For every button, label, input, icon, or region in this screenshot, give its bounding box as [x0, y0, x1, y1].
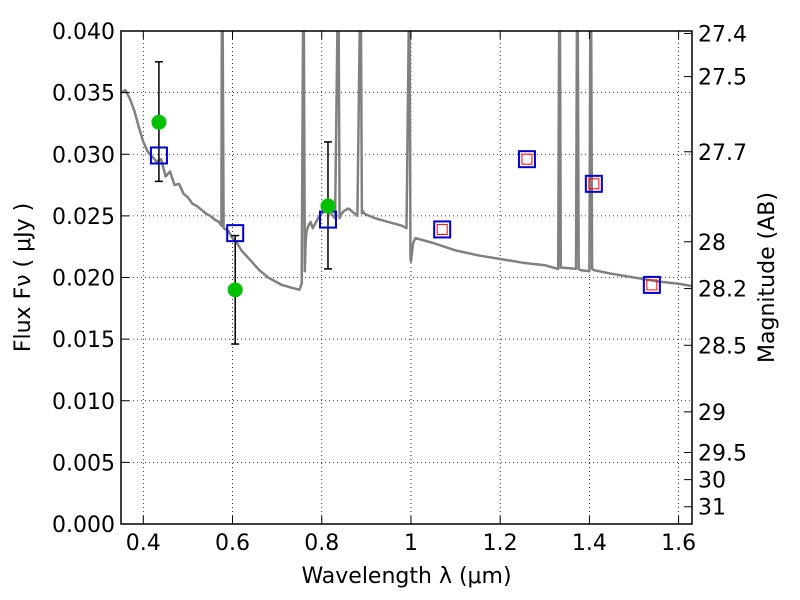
x-tick-label: 0.6 — [215, 531, 250, 556]
y-tick-label: 0.000 — [52, 513, 115, 538]
y2-axis-label: Magnitude (AB) — [755, 192, 780, 363]
x-axis-label: Wavelength λ (μm) — [301, 564, 511, 589]
y-tick-label: 0.020 — [52, 267, 115, 292]
model-band-square — [433, 220, 452, 239]
model-band-inner-square — [646, 279, 658, 291]
model-band-inner-square — [521, 153, 533, 165]
x-tick-label: 1 — [404, 531, 418, 556]
y-tick-label: 0.035 — [52, 82, 115, 107]
model-band-square — [642, 275, 661, 294]
y2-tick-label: 28.2 — [698, 278, 747, 303]
y2-tick-label: 27.4 — [698, 22, 747, 47]
model-band-square — [517, 150, 536, 169]
model-band-inner-square — [588, 178, 600, 190]
sed-model-line — [121, 31, 692, 292]
y2-tick-label: 28 — [698, 231, 726, 256]
axis-ticks: 0.4 0.6 0.8 1 1.2 1.4 1.6 0.000 0.005 0.010 0.015 0… — [52, 20, 747, 556]
y2-tick-label: 28.5 — [698, 334, 747, 359]
x-tick-label: 0.4 — [126, 531, 161, 556]
y2-tick-label: 30 — [698, 469, 726, 494]
model-band-square — [584, 174, 603, 193]
x-tick-label: 1.6 — [661, 531, 696, 556]
plot-area — [121, 31, 692, 345]
model-band-square — [226, 224, 245, 243]
x-tick-label: 1.2 — [483, 531, 518, 556]
plot-frame — [120, 30, 693, 525]
model-band-square — [149, 146, 168, 165]
y-tick-label: 0.025 — [52, 205, 115, 230]
observed-point — [151, 114, 167, 130]
x-tick-label: 0.8 — [304, 531, 339, 556]
observed-point — [227, 282, 243, 298]
x-tick-label: 1.4 — [572, 531, 607, 556]
y-tick-label: 0.005 — [52, 451, 115, 476]
model-band-inner-square — [436, 223, 448, 235]
y-tick-label: 0.015 — [52, 328, 115, 353]
y2-tick-label: 27.5 — [698, 66, 747, 91]
y2-tick-label: 27.7 — [698, 141, 747, 166]
y-tick-label: 0.030 — [52, 143, 115, 168]
y2-tick-label: 29.5 — [698, 442, 747, 467]
grid — [121, 31, 692, 524]
y2-tick-label: 29 — [698, 401, 726, 426]
observed-point — [320, 198, 336, 214]
y-tick-label: 0.040 — [52, 20, 115, 45]
y2-tick-label: 31 — [698, 496, 726, 521]
y-tick-label: 0.010 — [52, 390, 115, 415]
y-axis-label: Flux Fν ( μJy ) — [11, 203, 36, 352]
